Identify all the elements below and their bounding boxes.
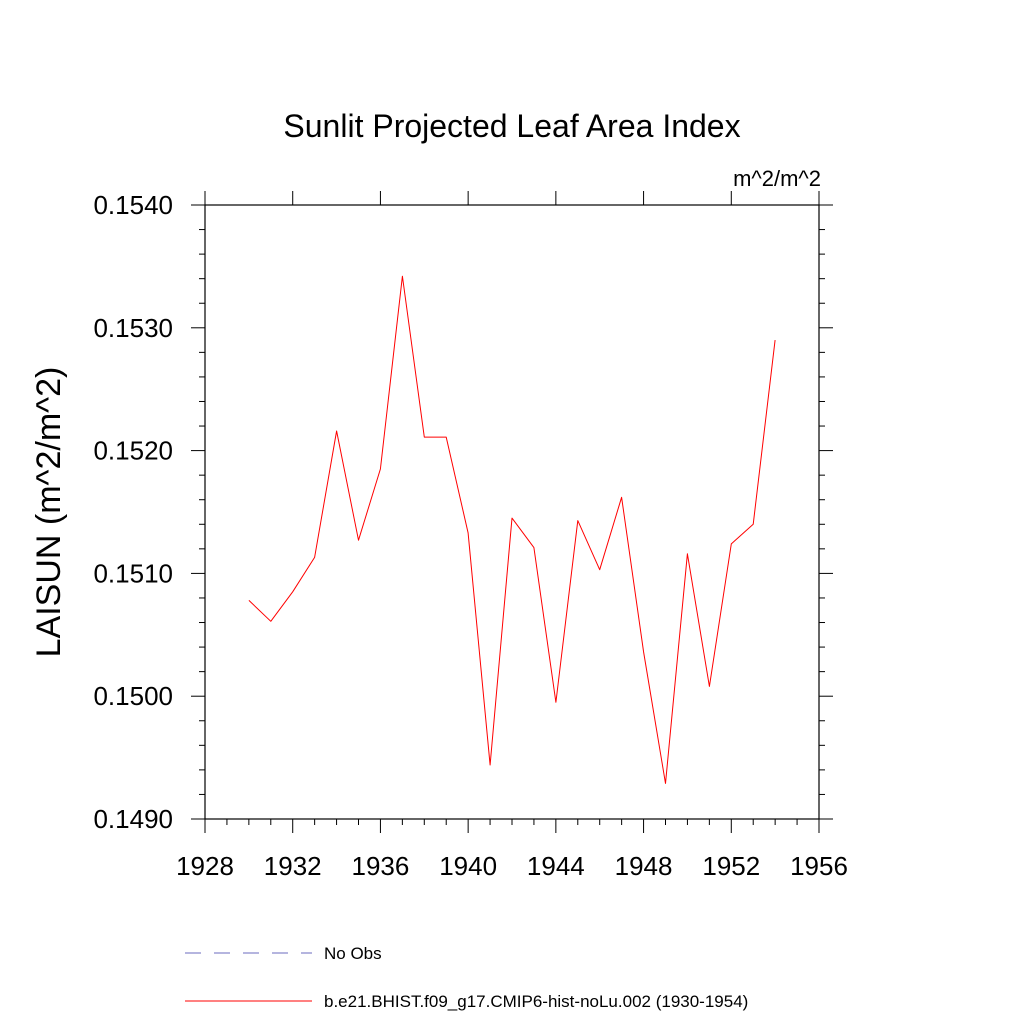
y-tick-label: 0.1520: [93, 436, 173, 466]
plot-frame: [204, 204, 820, 820]
x-tick-label: 1956: [790, 851, 848, 881]
x-tick-label: 1952: [702, 851, 760, 881]
x-tick-label: 1944: [527, 851, 585, 881]
x-tick-label: 1948: [615, 851, 673, 881]
y-tick-label: 0.1510: [93, 558, 173, 588]
y-tick-label: 0.1540: [93, 190, 173, 220]
legend-label-model: b.e21.BHIST.f09_g17.CMIP6-hist-noLu.002 …: [324, 992, 748, 1011]
chart-title: Sunlit Projected Leaf Area Index: [283, 108, 740, 144]
x-tick-label: 1928: [176, 851, 234, 881]
y-axis-label: LAISUN (m^2/m^2): [30, 367, 68, 658]
legend: No Obs b.e21.BHIST.f09_g17.CMIP6-hist-no…: [185, 944, 748, 1011]
x-tick-label: 1936: [352, 851, 410, 881]
units-label: m^2/m^2: [733, 166, 821, 191]
y-tick-label: 0.1500: [93, 681, 173, 711]
y-tick-label: 0.1530: [93, 313, 173, 343]
y-tick-label: 0.1490: [93, 804, 173, 834]
series-line-0: [248, 275, 776, 784]
legend-label-no-obs: No Obs: [324, 944, 382, 963]
x-tick-label: 1940: [439, 851, 497, 881]
x-tick-label: 1932: [264, 851, 322, 881]
